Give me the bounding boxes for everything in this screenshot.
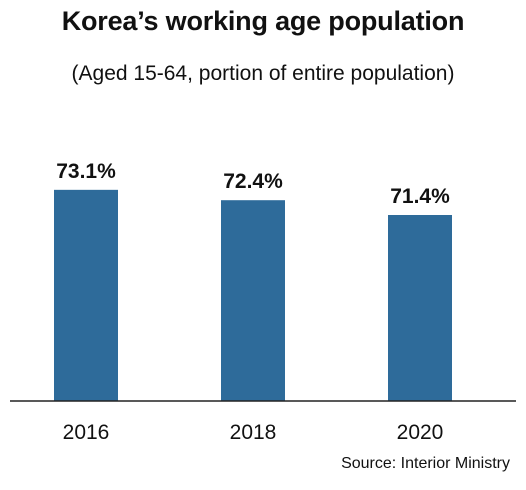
- data-label-2020: 71.4%: [390, 185, 450, 208]
- x-tick-label-2016: 2016: [63, 421, 110, 444]
- data-label-2018: 72.4%: [223, 170, 283, 193]
- source-note: Source: Interior Ministry: [341, 455, 510, 472]
- x-tick-label-2018: 2018: [230, 421, 277, 444]
- data-label-2016: 73.1%: [56, 160, 116, 183]
- chart-title: Korea’s working age population: [61, 6, 465, 36]
- chart-subtitle: (Aged 15-64, portion of entire populatio…: [71, 62, 455, 85]
- bar-2018: [221, 200, 285, 401]
- bar-2016: [54, 189, 118, 401]
- x-tick-label-2020: 2020: [397, 421, 444, 444]
- bar-2020: [388, 215, 452, 401]
